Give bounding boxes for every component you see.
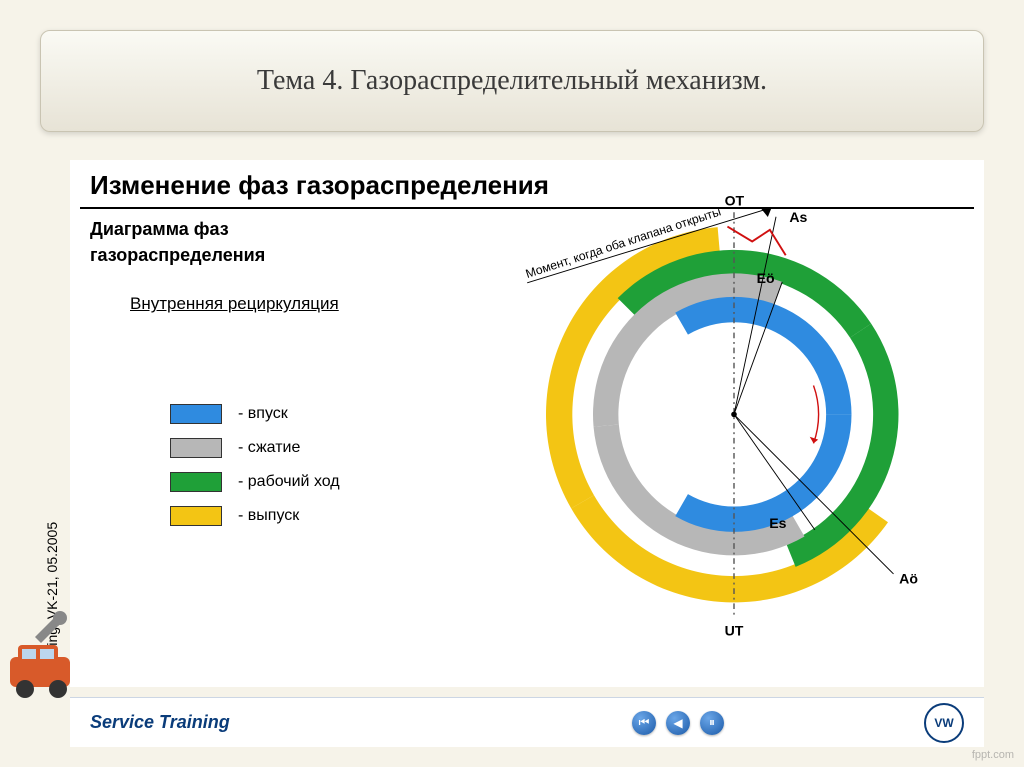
nav-first-button[interactable]: ⏮ xyxy=(632,711,656,735)
label-ut: UT xyxy=(725,622,744,638)
vw-logo-icon: VW xyxy=(924,703,964,743)
phase-diagram: Момент, когда оба клапана открытыOTUTAsA… xyxy=(494,170,974,640)
nav-prev-button[interactable]: ◀ xyxy=(666,711,690,735)
legend-row: - выпуск xyxy=(170,506,340,526)
nav-controls: ⏮ ◀ ⏸ xyxy=(632,711,724,735)
legend: - впуск - сжатие - рабочий ход - выпуск xyxy=(170,390,340,540)
legend-row: - рабочий ход xyxy=(170,472,340,492)
content-panel: Изменение фаз газораспределения Диаграмм… xyxy=(70,160,984,687)
footer: Service Training ⏮ ◀ ⏸ VW xyxy=(70,697,984,747)
label-as: As xyxy=(789,209,807,225)
label-eo: Eö xyxy=(757,270,775,286)
legend-swatch xyxy=(170,438,222,458)
legend-label: - впуск xyxy=(238,405,288,423)
rotation-arrow xyxy=(813,385,818,443)
legend-swatch xyxy=(170,472,222,492)
footer-title: Service Training xyxy=(90,712,632,733)
car-wrench-icon xyxy=(0,607,90,707)
legend-swatch xyxy=(170,506,222,526)
legend-label: - выпуск xyxy=(238,507,299,525)
slide: { "header": { "title": "Тема 4. Газорасп… xyxy=(0,0,1024,767)
phase-diagram-svg: Момент, когда оба клапана открытыOTUTAsA… xyxy=(494,170,974,640)
legend-label: - рабочий ход xyxy=(238,473,340,491)
nav-pause-button[interactable]: ⏸ xyxy=(700,711,724,735)
legend-swatch xyxy=(170,404,222,424)
watermark: fppt.com xyxy=(972,749,1014,761)
label-es: Es xyxy=(769,515,786,531)
title-box: Тема 4. Газораспределительный механизм. xyxy=(40,30,984,132)
legend-row: - впуск xyxy=(170,404,340,424)
legend-row: - сжатие xyxy=(170,438,340,458)
label-ot: OT xyxy=(725,193,745,209)
label-ao: Aö xyxy=(899,570,918,586)
page-title: Тема 4. Газораспределительный механизм. xyxy=(257,65,767,97)
legend-label: - сжатие xyxy=(238,439,300,457)
